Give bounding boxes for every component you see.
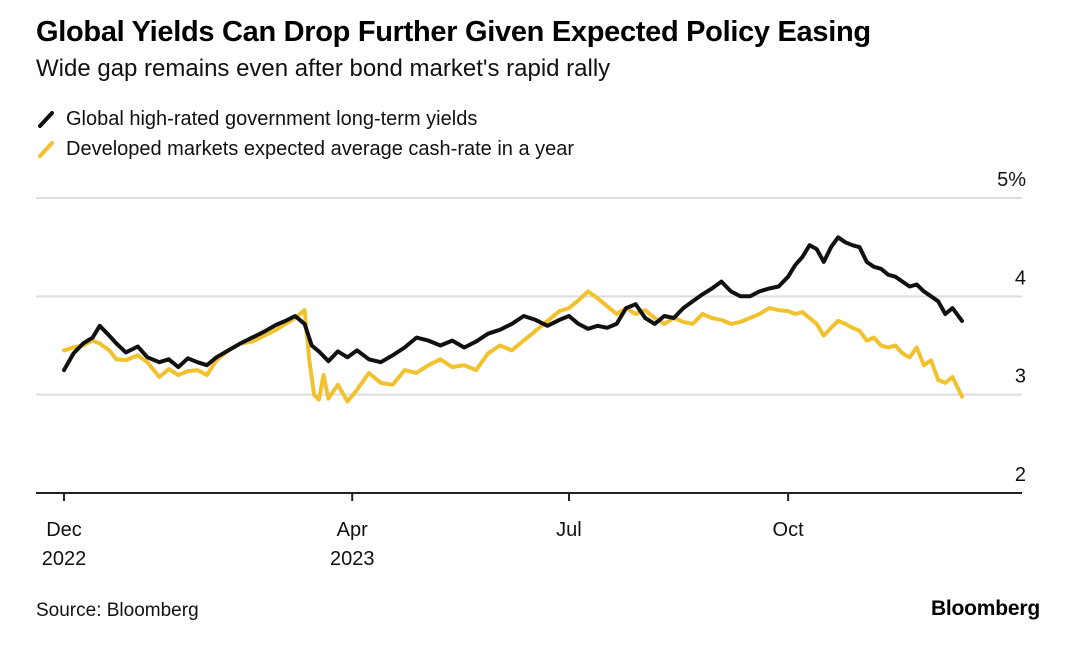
- series-line-cash-rate: [62, 289, 964, 404]
- legend-swatch-yellow: [38, 141, 54, 158]
- series-layer: [62, 235, 964, 404]
- bloomberg-logo: Bloomberg: [930, 597, 1040, 620]
- grid: [36, 197, 1022, 396]
- x-axis: Dec 2022 Apr 2023 Jul Oct: [36, 492, 1022, 570]
- chart-title: Global Yields Can Drop Further Given Exp…: [36, 16, 871, 48]
- x-tick-year-label: 2023: [330, 548, 375, 570]
- x-tick-year-label: 2022: [42, 548, 87, 570]
- x-tick-label: Dec: [46, 519, 82, 541]
- legend-item-yellow: Developed markets expected average cash-…: [36, 134, 574, 164]
- legend-swatch-black: [38, 111, 54, 128]
- y-tick-label: 2: [1015, 464, 1026, 486]
- legend-item-black: Global high-rated government long-term y…: [36, 104, 574, 134]
- y-axis-labels: 5% 4 3 2: [997, 169, 1026, 486]
- legend-label-yellow: Developed markets expected average cash-…: [66, 137, 575, 160]
- source-note: Source: Bloomberg: [36, 600, 199, 621]
- legend: Global high-rated government long-term y…: [36, 104, 574, 164]
- x-tick-label: Jul: [556, 519, 582, 541]
- x-tick-label: Oct: [773, 519, 805, 541]
- legend-label-black: Global high-rated government long-term y…: [66, 107, 478, 130]
- x-tick-label: Apr: [337, 519, 368, 541]
- series-line-global-yields: [62, 235, 964, 373]
- y-tick-label: 4: [1015, 267, 1026, 289]
- line-chart: Dec 2022 Apr 2023 Jul Oct 5% 4 3 2: [36, 169, 1026, 570]
- y-tick-label: 5%: [997, 169, 1026, 191]
- chart-subtitle: Wide gap remains even after bond market'…: [36, 55, 611, 82]
- y-tick-label: 3: [1015, 366, 1026, 388]
